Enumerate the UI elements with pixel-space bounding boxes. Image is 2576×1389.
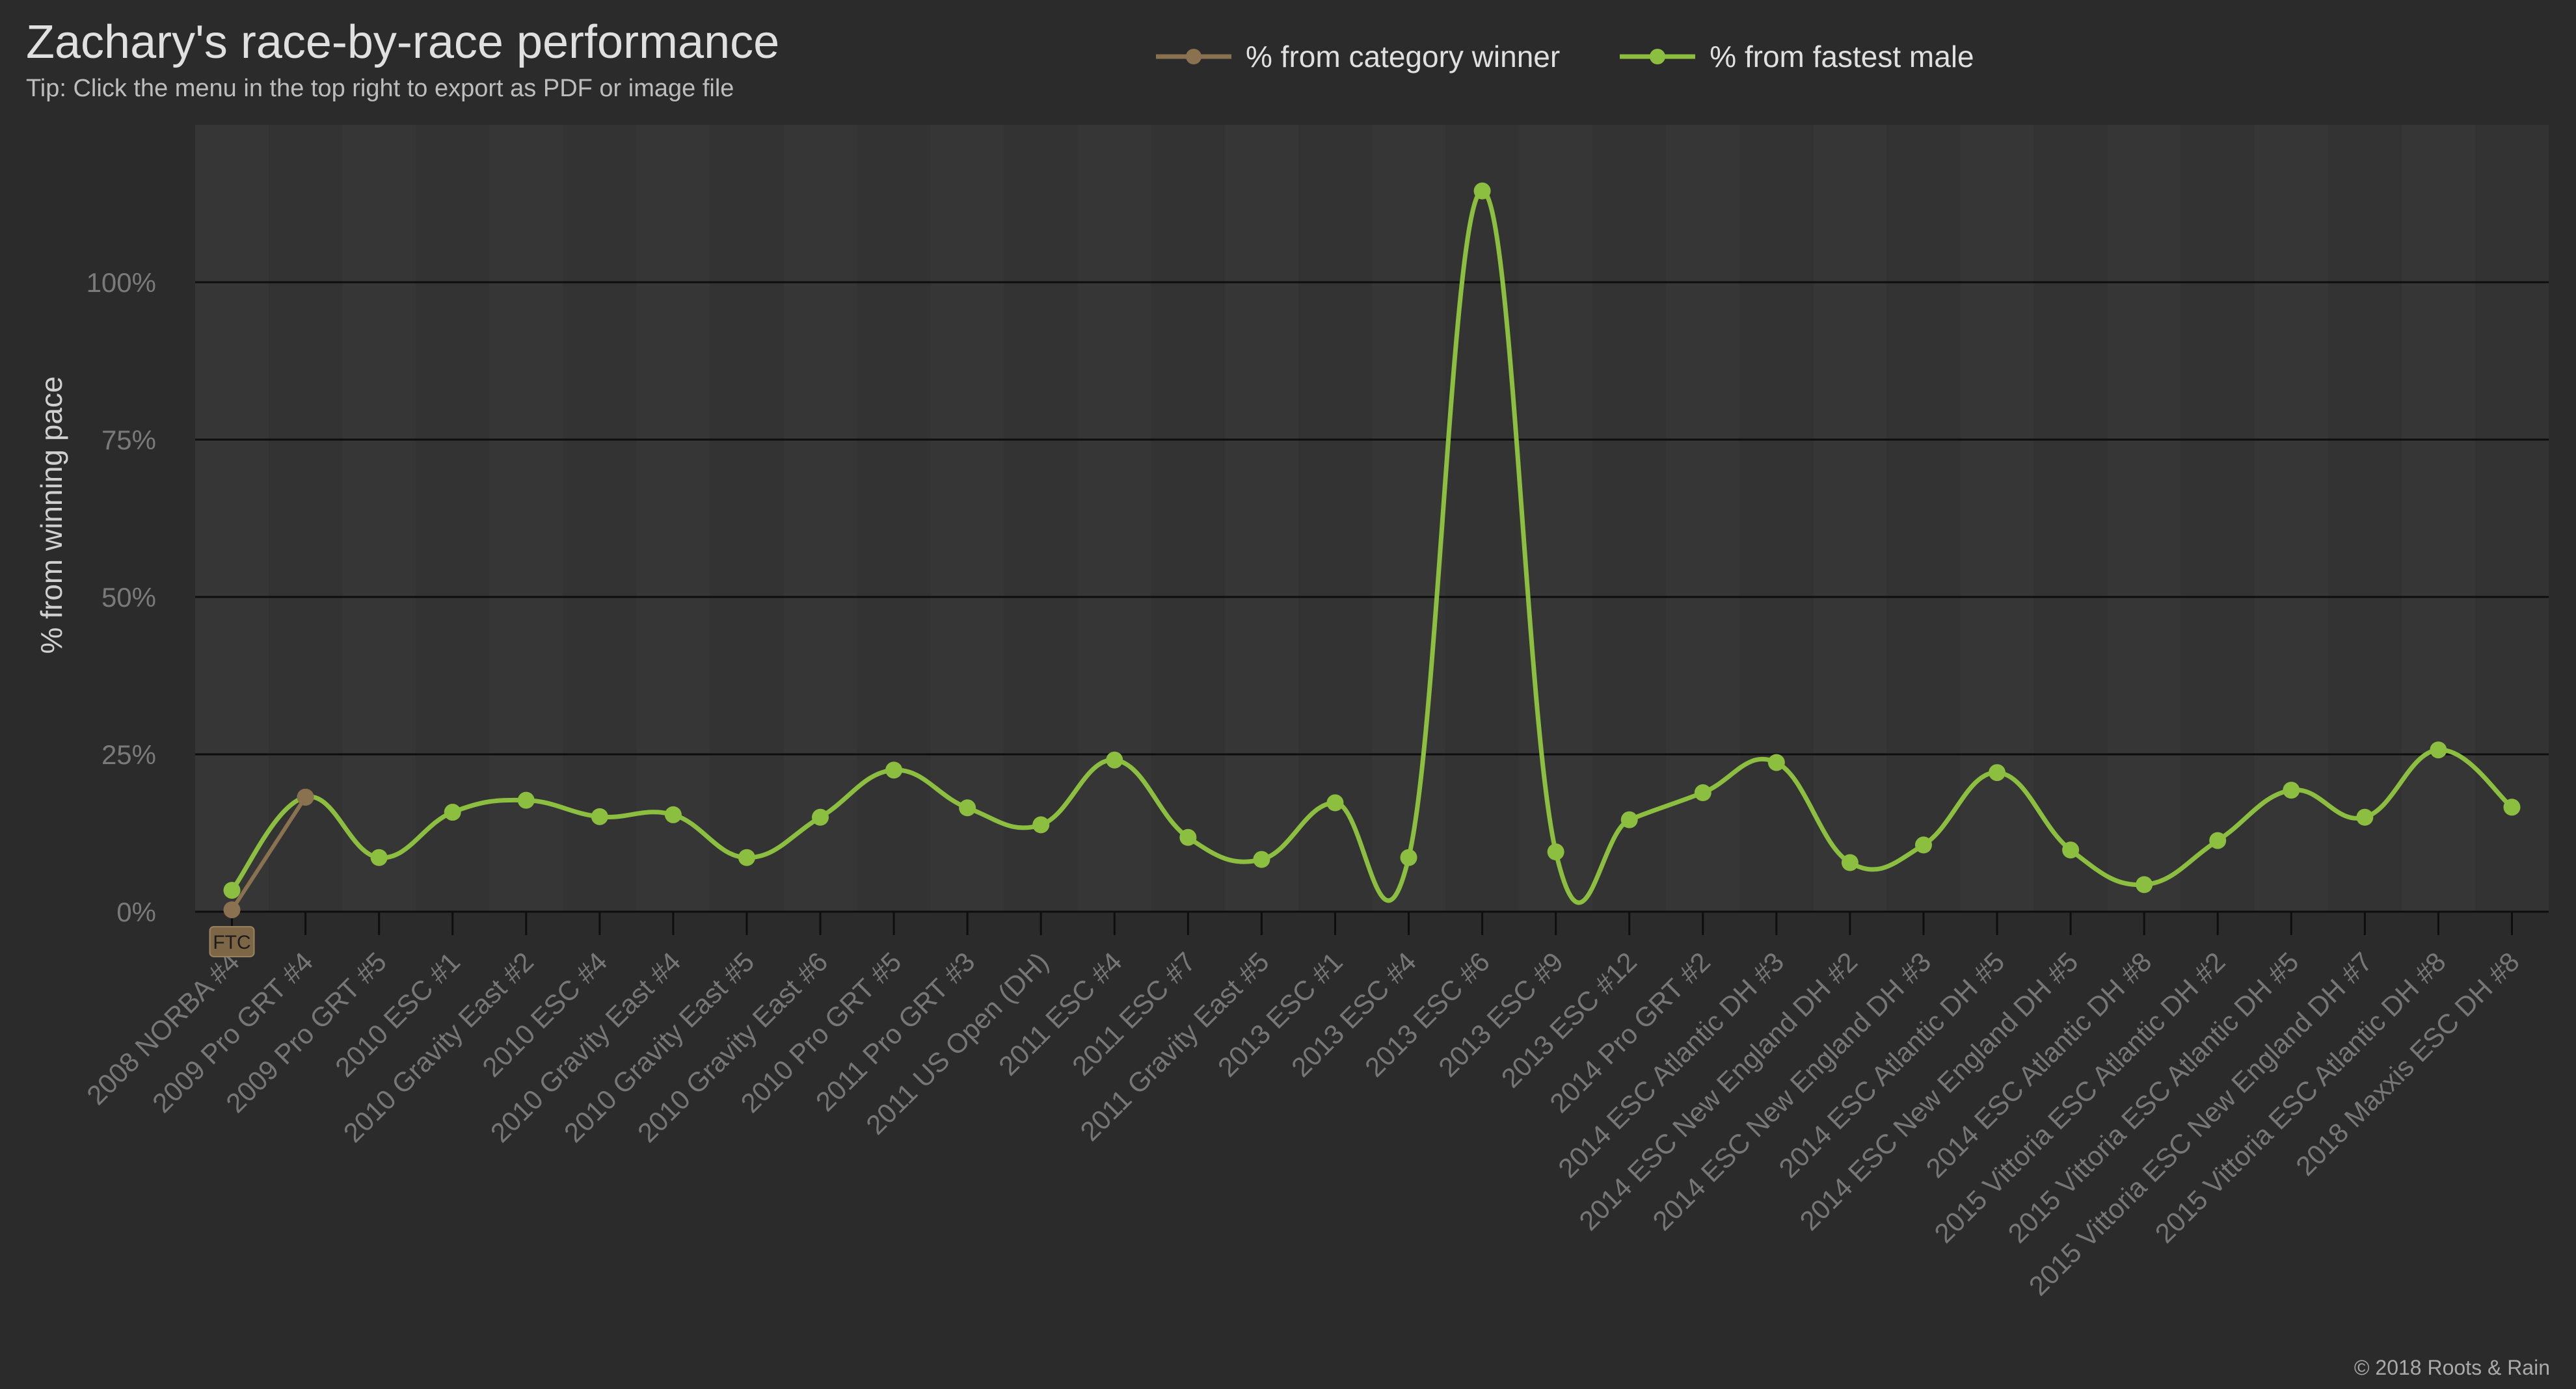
- y-tick-label: 75%: [101, 425, 156, 455]
- data-point: [1253, 851, 1270, 868]
- chart-title: Zachary's race-by-race performance: [26, 16, 780, 68]
- column-band: [1372, 125, 1446, 912]
- column-band: [2107, 125, 2181, 912]
- data-point: [1032, 816, 1050, 834]
- column-band: [1224, 125, 1298, 912]
- credits: © 2018 Roots & Rain: [2354, 1356, 2550, 1379]
- column-band: [1077, 125, 1151, 912]
- data-point: [664, 806, 682, 823]
- column-band: [930, 125, 1004, 912]
- y-tick-label: 25%: [101, 739, 156, 770]
- legend: % from category winner % from fastest ma…: [1155, 39, 1974, 74]
- legend-line-icon: [1620, 49, 1696, 64]
- data-point: [370, 849, 388, 866]
- data-point: [1547, 843, 1564, 861]
- column-band: [342, 125, 416, 912]
- column-band: [783, 125, 857, 912]
- y-tick-label: 50%: [101, 582, 156, 613]
- data-point: [1326, 794, 1344, 812]
- data-point: [2430, 741, 2447, 759]
- y-tick-label: 100%: [87, 267, 156, 298]
- data-point: [2136, 876, 2153, 893]
- column-band: [2401, 125, 2475, 912]
- column-band: [1519, 125, 1593, 912]
- column-band: [1813, 125, 1887, 912]
- data-point: [959, 799, 976, 817]
- column-band: [1666, 125, 1740, 912]
- data-point: [223, 901, 241, 919]
- data-point: [1400, 849, 1417, 866]
- data-point: [1841, 854, 1858, 871]
- data-point: [1106, 751, 1123, 769]
- data-point: [1694, 784, 1711, 802]
- annotation-flag: [209, 926, 255, 958]
- column-band: [636, 125, 710, 912]
- column-band: [195, 125, 269, 912]
- data-point: [1914, 836, 1932, 854]
- data-point: [517, 791, 535, 809]
- data-point: [2503, 799, 2521, 816]
- data-point: [2062, 841, 2080, 859]
- y-axis-title: % from winning pace: [34, 377, 68, 654]
- data-point: [591, 808, 608, 825]
- data-point: [444, 804, 461, 821]
- data-point: [1179, 828, 1197, 846]
- column-band: [489, 125, 563, 912]
- data-point: [2283, 782, 2300, 799]
- title-block: Zachary's race-by-race performance Tip: …: [26, 16, 779, 103]
- column-band: [1960, 125, 2034, 912]
- y-tick-label: 0%: [116, 897, 156, 927]
- data-point: [1989, 764, 2006, 782]
- data-point: [812, 808, 829, 826]
- data-point: [885, 761, 903, 779]
- data-point: [2356, 808, 2374, 826]
- legend-item-category-winner[interactable]: % from category winner: [1155, 39, 1560, 74]
- legend-label: % from category winner: [1246, 40, 1561, 73]
- legend-label: % from fastest male: [1710, 40, 1974, 73]
- x-tick-label: 2015 Vittoria ESC New England DH #7: [2023, 946, 2378, 1301]
- data-point: [738, 849, 755, 866]
- data-point: [1473, 182, 1491, 200]
- legend-line-icon: [1156, 49, 1231, 64]
- data-point: [223, 882, 241, 899]
- chart-subtitle: Tip: Click the menu in the top right to …: [26, 74, 734, 102]
- series-line: [230, 796, 308, 911]
- data-point: [297, 788, 314, 806]
- annotation-label: FTC: [213, 932, 250, 953]
- data-point: [1620, 811, 1638, 828]
- data-point: [1767, 754, 1785, 771]
- legend-item-fastest-male[interactable]: % from fastest male: [1618, 39, 1974, 74]
- column-band: [2254, 125, 2328, 912]
- data-point: [2209, 832, 2227, 849]
